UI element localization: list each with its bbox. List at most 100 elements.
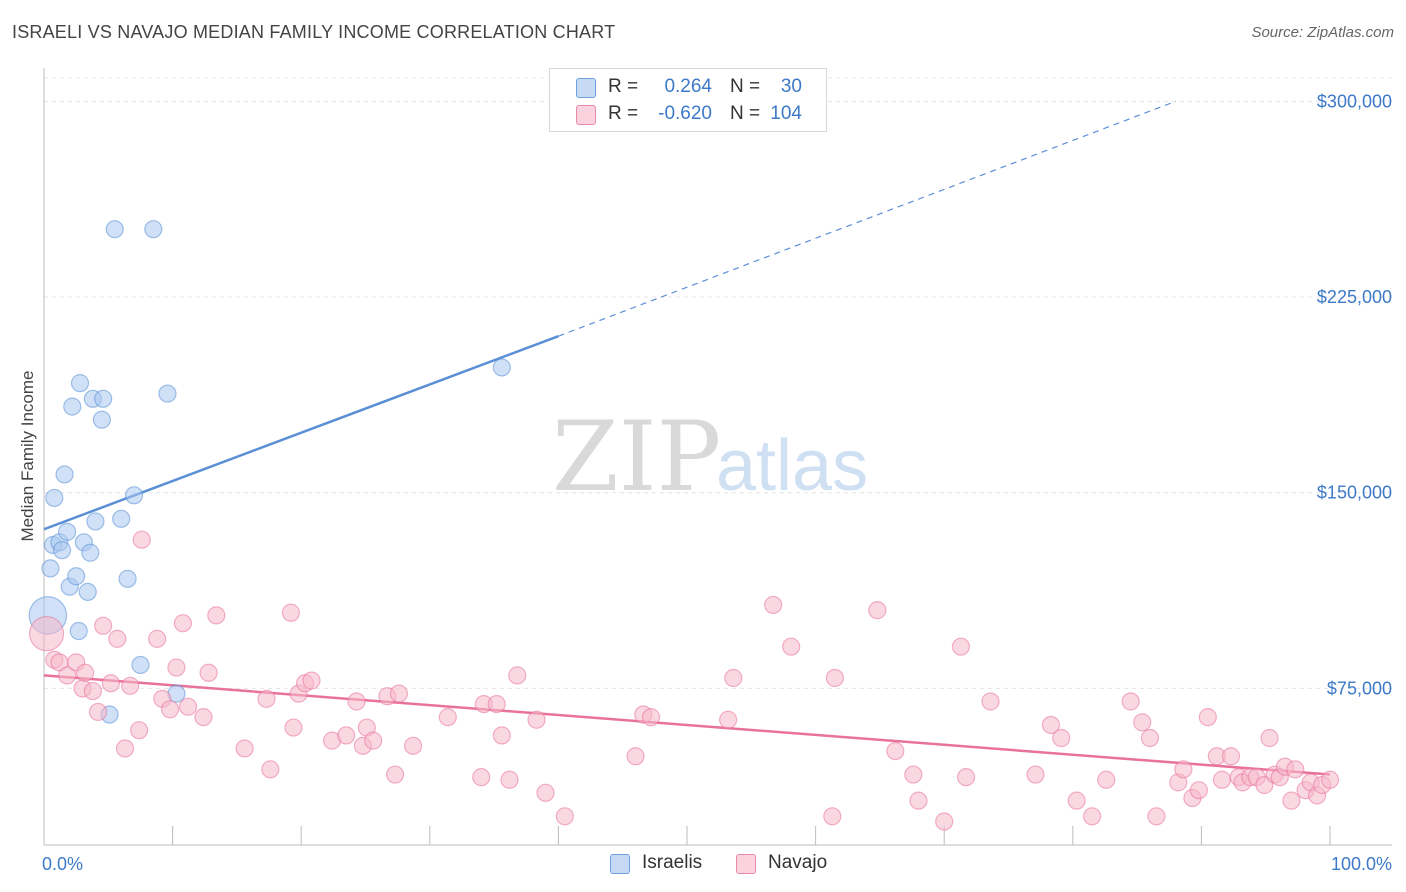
correlation-legend: R = 0.264 N = 30 R = -0.620 N = 104 [549,68,827,132]
navajo-point [764,595,783,615]
navajo-point [508,666,527,685]
navajo-point [347,692,366,711]
bottom-legend-label-navajo: Navajo [768,852,828,873]
israelis-point [112,509,131,528]
israelis-point [144,220,163,239]
navajo-point [1133,713,1152,732]
navajo-point [76,663,95,682]
israelis-point [124,486,144,505]
watermark-zip: ZIP [552,401,721,513]
navajo-point [1282,791,1301,810]
israelis-point [158,384,177,403]
israelis-point [67,567,86,586]
y-tick-label: $225,000 [1317,287,1392,307]
navajo-point [148,629,167,648]
navajo-point [178,697,198,716]
navajo-point [1147,807,1166,826]
navajo-point [337,726,356,745]
navajo-point [1121,692,1140,711]
navajo-point [108,629,127,648]
y-tick-label: $300,000 [1317,91,1392,111]
navajo-point [825,668,844,688]
legend-r-label: R = [608,103,639,124]
navajo-point [199,663,218,682]
navajo-point [909,791,928,810]
israelis-trend-line [43,334,559,531]
israelis-point [69,621,88,641]
navajo-point [121,676,140,695]
navajo-point [115,739,135,758]
israelis-point [58,522,77,541]
navajo-point [536,783,555,802]
navajo-point [88,702,108,722]
navajo-point [235,739,254,758]
navajo-point [886,741,905,761]
israelis-point [41,559,60,578]
navajo-point [385,765,405,784]
navajo-point [284,718,303,737]
chart-title: ISRAELI VS NAVAJO MEDIAN FAMILY INCOME C… [12,22,616,42]
x-tick-label-left: 0.0% [42,854,83,874]
navajo-point [167,658,186,677]
navajo-point [302,671,321,690]
navajo-point [719,710,738,729]
navajo-point [1286,760,1305,779]
navajo-point [1067,791,1086,810]
navajo-point [1260,728,1279,748]
legend-n-value: 30 [780,76,802,97]
israelis-point [118,569,137,588]
navajo-point [160,700,180,719]
navajo-point [724,668,743,688]
y-tick-label: $150,000 [1317,483,1392,503]
israelis-point [86,512,105,531]
israelis-point [78,582,97,601]
legend-row-navajo: R = -0.620 N = 104 [550,102,826,128]
navajo-point [500,770,519,789]
israelis-trend-extension [558,100,1176,337]
israelis-point [70,374,90,393]
navajo-point [389,684,409,703]
navajo-point [207,606,226,625]
israelis-point [81,543,100,562]
legend-n-label: N = [730,103,761,124]
navajo-point [257,689,276,708]
navajo-point [1221,747,1241,766]
navajo-point [132,530,151,549]
bottom-legend-swatch-israelis [610,854,630,874]
navajo-point [956,768,976,787]
navajo-point [555,807,574,826]
israelis-point [131,655,150,675]
navajo-point [1212,770,1232,789]
navajo-point [1026,765,1045,784]
navajo-point [472,768,491,787]
legend-swatch-navajo [576,105,596,125]
navajo-point [951,637,971,656]
navajo-point [782,637,801,656]
navajo-point [28,616,65,652]
navajo-point [626,747,645,766]
israelis-point [55,465,74,484]
israelis-point [52,541,72,560]
israelis-point [94,389,113,408]
legend-r-value: 0.264 [664,76,712,97]
navajo-point [94,616,113,635]
navajo-point [1140,728,1160,748]
navajo-point [364,731,383,750]
x-tick-label-right: 100.0% [1331,854,1392,874]
navajo-point [194,708,213,727]
navajo-point [1320,770,1340,789]
navajo-point [1052,728,1071,748]
y-axis-label: Median Family Income [18,370,37,541]
navajo-point [981,692,1000,711]
source-credit: Source: ZipAtlas.com [1251,24,1394,41]
navajo-point [83,681,102,701]
points-layer [28,220,1340,831]
navajo-point [641,708,661,727]
navajo-point [487,694,506,714]
bottom-legend-swatch-navajo [736,854,756,874]
legend-r-label: R = [608,76,639,97]
israelis-point [92,410,111,429]
navajo-point [904,765,923,784]
navajo-point [173,614,192,633]
navajo-point [130,721,149,740]
